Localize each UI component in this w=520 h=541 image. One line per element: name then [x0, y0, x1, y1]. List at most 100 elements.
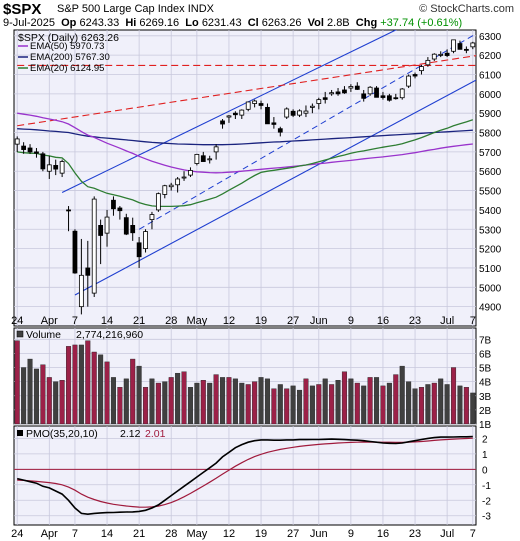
- pmo-y-tick-label: -3: [482, 512, 491, 523]
- volume-bar: [155, 382, 161, 424]
- candle-body: [34, 151, 39, 154]
- channel-mid-line: [138, 33, 476, 230]
- candle-body: [232, 112, 238, 116]
- volume-bar: [143, 387, 149, 424]
- candle-body: [252, 100, 258, 104]
- candle-body: [207, 158, 213, 161]
- channel-lower-line: [74, 79, 476, 296]
- exchange-label: INDX: [187, 3, 214, 15]
- y-tick-label: 5800: [479, 129, 502, 140]
- candle-body: [265, 106, 270, 125]
- volume-bar: [136, 365, 142, 424]
- candle-body: [406, 75, 412, 87]
- candle-body: [85, 267, 91, 276]
- x-tick-label-bottom: 21: [133, 528, 145, 540]
- candle-body: [162, 185, 168, 195]
- candle-body: [14, 138, 20, 145]
- quote-date: 9-Jul-2025: [3, 17, 55, 29]
- x-tick-label: 19: [255, 315, 267, 327]
- volume-bar: [258, 377, 264, 424]
- volume-bar: [162, 381, 168, 424]
- candle-body: [419, 66, 424, 72]
- candle-body: [470, 42, 476, 48]
- high-value: 6269.16: [139, 17, 180, 29]
- x-tick-label: May: [186, 315, 207, 327]
- x-tick-label-bottom: Jun: [310, 528, 328, 540]
- ema50-line: [17, 112, 473, 174]
- volume-bar: [329, 384, 335, 424]
- candle-body: [149, 214, 155, 220]
- candle-body: [451, 39, 456, 52]
- x-tick-label-bottom: Apr: [41, 528, 58, 540]
- volume-bar: [290, 385, 296, 424]
- x-tick-label: 14: [101, 315, 113, 327]
- vol-y-tick-label: 1B: [479, 420, 492, 431]
- y-tick-label: 5300: [479, 225, 502, 236]
- volume-bar: [239, 382, 245, 424]
- quote-line: 9-Jul-2025 Op 6243.33 Hi 6269.16 Lo 6231…: [3, 17, 462, 29]
- volume-bar: [271, 388, 277, 424]
- candle-body: [175, 178, 181, 186]
- x-tick-label-bottom: 24: [11, 528, 23, 540]
- x-tick-label: 28: [165, 315, 177, 327]
- volume-bar: [438, 378, 444, 424]
- candle-body: [27, 147, 33, 153]
- volume-bar: [123, 378, 129, 424]
- legend-entry: EMA(20) 6124.95: [30, 63, 104, 74]
- candle-body: [104, 216, 110, 234]
- x-tick-label: 12: [223, 315, 235, 327]
- volume-bar: [457, 385, 463, 424]
- change-label: Chg: [355, 17, 378, 29]
- x-tick-label: 21: [133, 315, 145, 327]
- volume-bar: [406, 381, 412, 424]
- candle-body: [46, 164, 52, 172]
- candle-body: [258, 103, 264, 106]
- volume-bar: [361, 385, 367, 424]
- candle-body: [425, 59, 431, 66]
- volume-bar: [66, 346, 72, 424]
- open-label: Op: [61, 17, 77, 29]
- candle-body: [297, 110, 302, 116]
- volume-bar: [53, 381, 59, 424]
- volume-bar: [187, 387, 193, 424]
- vol-y-tick-label: 4B: [479, 378, 492, 389]
- change-value: +37.74 (+0.61%): [380, 17, 463, 29]
- x-tick-label-bottom: 7: [470, 528, 476, 540]
- pmo-plot-area: [14, 435, 476, 516]
- vol-pane-bg: [13, 327, 477, 425]
- volume-bar: [309, 385, 315, 424]
- candle-body: [200, 155, 206, 162]
- vol-y-tick-label: 3B: [479, 392, 492, 403]
- candle-body: [309, 105, 315, 108]
- volume-value: 2,774,216,960: [76, 329, 143, 341]
- candle-body: [316, 99, 322, 104]
- volume-bar: [98, 354, 104, 424]
- x-tick-label: Jul: [440, 315, 454, 327]
- open-value: 6243.33: [79, 17, 120, 29]
- y-tick-label: 6300: [479, 32, 502, 43]
- candle-body: [98, 224, 104, 236]
- close-label: Cl: [247, 17, 259, 29]
- y-tick-label: 5500: [479, 187, 502, 198]
- volume-bar: [316, 384, 322, 424]
- x-tick-label-bottom: 19: [255, 528, 267, 540]
- volume-bar: [72, 344, 78, 424]
- candle-body: [380, 95, 386, 98]
- candle-body: [412, 74, 418, 77]
- volume-title: Volume: [26, 329, 61, 341]
- y-tick-label: 5600: [479, 167, 502, 178]
- volume-bar: [322, 378, 328, 424]
- x-tick-label: 24: [11, 315, 23, 327]
- candle-body: [444, 52, 450, 56]
- index-name-text: S&P 500 Large Cap Index: [57, 3, 185, 15]
- volume-bar: [14, 340, 20, 424]
- vol-y-tick-label: 7B: [479, 335, 492, 346]
- volume-bar: [380, 385, 386, 424]
- x-tick-label: 7: [470, 315, 476, 327]
- candle-body: [181, 176, 187, 179]
- candle-body: [194, 153, 200, 164]
- volume-bar: [354, 382, 360, 424]
- y-tick-label: 5900: [479, 109, 502, 120]
